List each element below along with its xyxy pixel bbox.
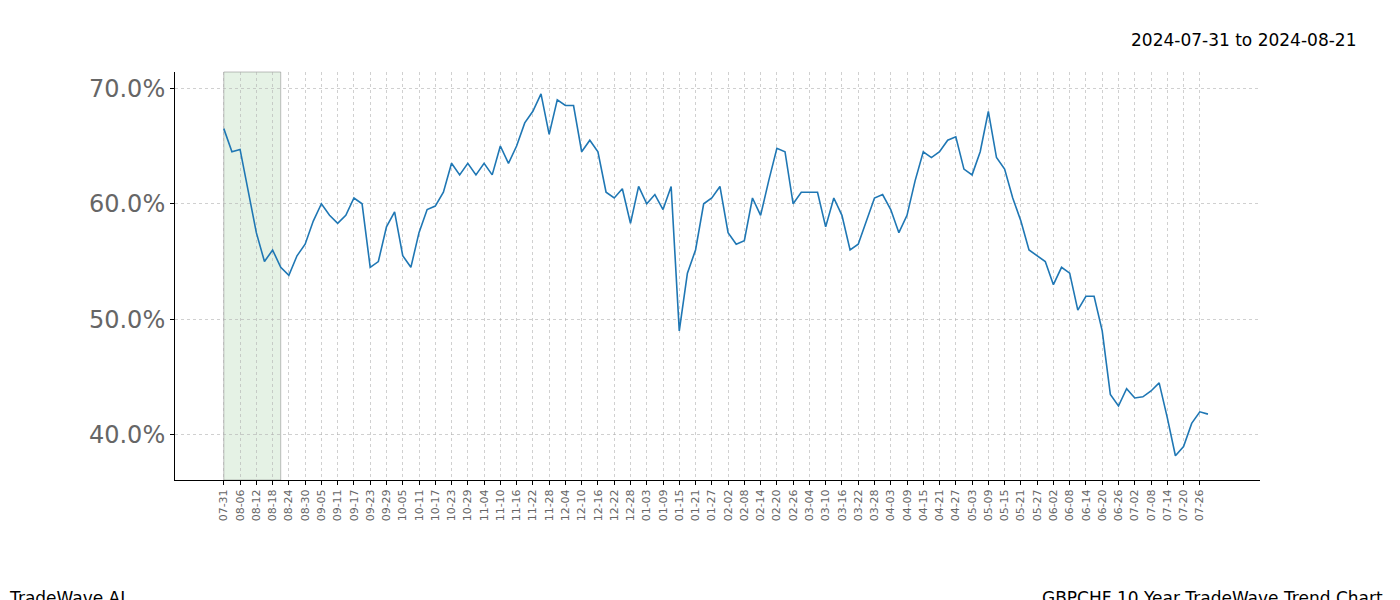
svg-text:06-08: 06-08 (1063, 489, 1076, 521)
svg-text:12-16: 12-16 (592, 489, 605, 521)
svg-text:09-29: 09-29 (380, 489, 393, 521)
svg-text:04-21: 04-21 (933, 489, 946, 521)
svg-text:11-04: 11-04 (478, 489, 491, 521)
svg-text:03-16: 03-16 (836, 489, 849, 521)
svg-text:09-23: 09-23 (364, 489, 377, 521)
svg-text:09-05: 09-05 (315, 489, 328, 521)
svg-text:60.0%: 60.0% (89, 190, 165, 218)
svg-text:03-04: 03-04 (803, 489, 816, 521)
svg-text:07-20: 07-20 (1177, 489, 1190, 521)
svg-text:11-28: 11-28 (543, 489, 556, 521)
svg-text:10-11: 10-11 (413, 489, 426, 521)
svg-text:08-30: 08-30 (299, 489, 312, 521)
svg-text:10-29: 10-29 (461, 489, 474, 521)
svg-text:04-09: 04-09 (901, 489, 914, 521)
svg-text:03-22: 03-22 (852, 489, 865, 521)
svg-text:01-27: 01-27 (705, 489, 718, 521)
svg-text:12-22: 12-22 (608, 489, 621, 521)
svg-text:07-31: 07-31 (217, 489, 230, 521)
svg-text:01-15: 01-15 (673, 489, 686, 521)
svg-text:06-14: 06-14 (1080, 489, 1093, 521)
svg-text:04-15: 04-15 (917, 489, 930, 521)
svg-text:10-05: 10-05 (396, 489, 409, 521)
svg-text:11-22: 11-22 (526, 489, 539, 521)
svg-text:08-18: 08-18 (266, 489, 279, 521)
svg-text:70.0%: 70.0% (89, 75, 165, 103)
svg-text:07-08: 07-08 (1145, 489, 1158, 521)
svg-text:01-09: 01-09 (657, 489, 670, 521)
svg-text:04-03: 04-03 (884, 489, 897, 521)
svg-text:07-26: 07-26 (1193, 489, 1206, 521)
svg-text:09-17: 09-17 (348, 489, 361, 521)
svg-text:05-03: 05-03 (966, 489, 979, 521)
svg-text:12-28: 12-28 (624, 489, 637, 521)
svg-text:02-14: 02-14 (754, 489, 767, 521)
svg-text:01-03: 01-03 (640, 489, 653, 521)
svg-text:03-28: 03-28 (868, 489, 881, 521)
svg-text:50.0%: 50.0% (89, 306, 165, 334)
svg-text:10-23: 10-23 (445, 489, 458, 521)
svg-text:02-20: 02-20 (770, 489, 783, 521)
svg-text:TradeWave.AI: TradeWave.AI (9, 588, 125, 600)
svg-text:11-16: 11-16 (510, 489, 523, 521)
svg-text:03-10: 03-10 (819, 489, 832, 521)
svg-text:08-06: 08-06 (234, 489, 247, 521)
svg-text:08-12: 08-12 (250, 489, 263, 521)
svg-text:11-10: 11-10 (494, 489, 507, 521)
svg-text:01-21: 01-21 (689, 489, 702, 521)
svg-text:06-02: 06-02 (1047, 489, 1060, 521)
svg-text:05-15: 05-15 (998, 489, 1011, 521)
svg-text:GBPCHF 10 Year TradeWave Trend: GBPCHF 10 Year TradeWave Trend Chart (1042, 588, 1383, 600)
svg-text:07-14: 07-14 (1161, 489, 1174, 521)
svg-text:12-04: 12-04 (559, 489, 572, 521)
svg-text:02-02: 02-02 (722, 489, 735, 521)
svg-text:02-26: 02-26 (787, 489, 800, 521)
svg-text:06-26: 06-26 (1112, 489, 1125, 521)
svg-text:05-21: 05-21 (1014, 489, 1027, 521)
svg-text:02-08: 02-08 (738, 489, 751, 521)
svg-text:06-20: 06-20 (1096, 489, 1109, 521)
svg-text:40.0%: 40.0% (89, 421, 165, 449)
svg-text:08-24: 08-24 (282, 489, 295, 521)
svg-text:10-17: 10-17 (429, 489, 442, 521)
svg-text:09-11: 09-11 (331, 489, 344, 521)
svg-text:12-10: 12-10 (575, 489, 588, 521)
svg-text:04-27: 04-27 (949, 489, 962, 521)
svg-text:2024-07-31 to 2024-08-21: 2024-07-31 to 2024-08-21 (1131, 30, 1356, 50)
svg-text:05-27: 05-27 (1031, 489, 1044, 521)
svg-text:07-02: 07-02 (1128, 489, 1141, 521)
svg-text:05-09: 05-09 (982, 489, 995, 521)
